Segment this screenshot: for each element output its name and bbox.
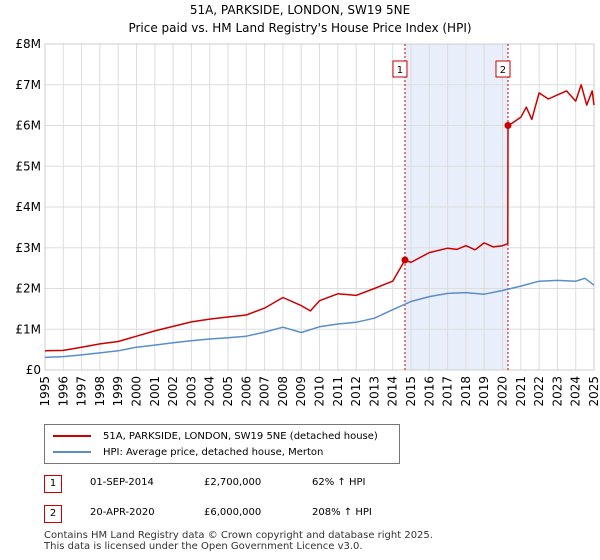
transaction-date: 20-APR-2020 bbox=[90, 507, 155, 518]
x-tick-label: 1995 bbox=[38, 376, 52, 407]
x-tick-label: 2012 bbox=[349, 376, 363, 407]
x-tick-label: 2001 bbox=[148, 376, 162, 407]
series-line-hpi bbox=[44, 277, 595, 359]
footer: Contains HM Land Registry data © Crown c… bbox=[44, 530, 433, 552]
x-tick-label: 2008 bbox=[276, 376, 290, 407]
x-tick-label: 2013 bbox=[367, 376, 381, 407]
x-tick-label: 2022 bbox=[532, 376, 546, 407]
y-tick-label: £2M bbox=[15, 282, 41, 296]
x-tick-label: 1998 bbox=[93, 376, 107, 407]
x-tick-label: 2020 bbox=[496, 376, 510, 407]
sale-label-2: 2 bbox=[500, 65, 506, 76]
y-tick-label: £0 bbox=[26, 363, 41, 377]
sale-point-2 bbox=[504, 122, 512, 129]
x-tick-label: 2015 bbox=[404, 376, 418, 407]
x-tick-label: 2024 bbox=[569, 376, 583, 407]
y-tick-label: £7M bbox=[15, 78, 41, 92]
y-tick-label: £1M bbox=[15, 322, 41, 336]
y-tick-label: £3M bbox=[15, 241, 41, 255]
transaction-number: 1 bbox=[44, 475, 62, 493]
footer-copyright: Contains HM Land Registry data © Crown c… bbox=[44, 530, 433, 541]
legend-line-property bbox=[53, 435, 91, 437]
chart-title: 51A, PARKSIDE, LONDON, SW19 5NE bbox=[190, 3, 410, 17]
x-tick-label: 2016 bbox=[422, 376, 436, 407]
x-tick-label: 1999 bbox=[111, 376, 125, 407]
x-tick-label: 2004 bbox=[203, 376, 217, 407]
x-tick-label: 2009 bbox=[294, 376, 308, 407]
x-tick-label: 2011 bbox=[331, 376, 345, 407]
x-tick-label: 2007 bbox=[258, 376, 272, 407]
x-tick-label: 1996 bbox=[56, 376, 70, 407]
x-tick-label: 2003 bbox=[184, 376, 198, 407]
x-tick-label: 2002 bbox=[166, 376, 180, 407]
legend-label-property: 51A, PARKSIDE, LONDON, SW19 5NE (detache… bbox=[103, 430, 378, 442]
x-tick-label: 2000 bbox=[130, 376, 144, 407]
x-tick-label: 2025 bbox=[587, 376, 600, 407]
transaction-price: £6,000,000 bbox=[204, 507, 262, 518]
legend: 51A, PARKSIDE, LONDON, SW19 5NE (detache… bbox=[44, 424, 400, 464]
y-tick-label: £5M bbox=[15, 159, 41, 173]
x-tick-label: 2010 bbox=[313, 376, 327, 407]
y-tick-label: £4M bbox=[15, 200, 41, 214]
x-tick-label: 2021 bbox=[514, 376, 528, 407]
x-tick-label: 2014 bbox=[386, 376, 400, 407]
x-tick-label: 2023 bbox=[550, 376, 564, 407]
transaction-date: 01-SEP-2014 bbox=[90, 477, 154, 488]
sale-label-box-2 bbox=[495, 60, 511, 78]
series-line-property bbox=[44, 84, 595, 352]
x-tick-label: 2017 bbox=[441, 376, 455, 407]
x-tick-label: 2005 bbox=[221, 376, 235, 407]
sale-label-1: 1 bbox=[397, 65, 403, 76]
legend-line-hpi bbox=[53, 451, 91, 453]
transaction-row-1: 1 01-SEP-2014 £2,700,000 62% ↑ HPI bbox=[44, 475, 544, 493]
transaction-number: 2 bbox=[44, 505, 62, 523]
legend-item-property: 51A, PARKSIDE, LONDON, SW19 5NE (detache… bbox=[53, 429, 378, 443]
y-tick-label: £8M bbox=[15, 37, 41, 51]
legend-item-hpi: HPI: Average price, detached house, Mert… bbox=[53, 445, 323, 459]
x-tick-label: 2006 bbox=[239, 376, 253, 407]
legend-label-hpi: HPI: Average price, detached house, Mert… bbox=[103, 446, 324, 458]
transaction-hpi-change: 208% ↑ HPI bbox=[312, 507, 372, 518]
transaction-hpi-change: 62% ↑ HPI bbox=[312, 477, 366, 488]
sale-point-1 bbox=[401, 256, 409, 264]
x-tick-label: 1997 bbox=[75, 376, 89, 407]
sale-label-box-1 bbox=[392, 60, 408, 78]
plot-border bbox=[44, 43, 595, 371]
transaction-row-2: 2 20-APR-2020 £6,000,000 208% ↑ HPI bbox=[44, 505, 544, 523]
transaction-price: £2,700,000 bbox=[204, 477, 262, 488]
y-tick-label: £6M bbox=[15, 119, 41, 133]
footer-license: This data is licensed under the Open Gov… bbox=[44, 541, 363, 552]
chart-subtitle: Price paid vs. HM Land Registry's House … bbox=[128, 21, 471, 35]
price-chart: 51A, PARKSIDE, LONDON, SW19 5NE Price pa… bbox=[15, 3, 600, 407]
x-tick-label: 2018 bbox=[459, 376, 473, 407]
x-tick-label: 2019 bbox=[477, 376, 491, 407]
